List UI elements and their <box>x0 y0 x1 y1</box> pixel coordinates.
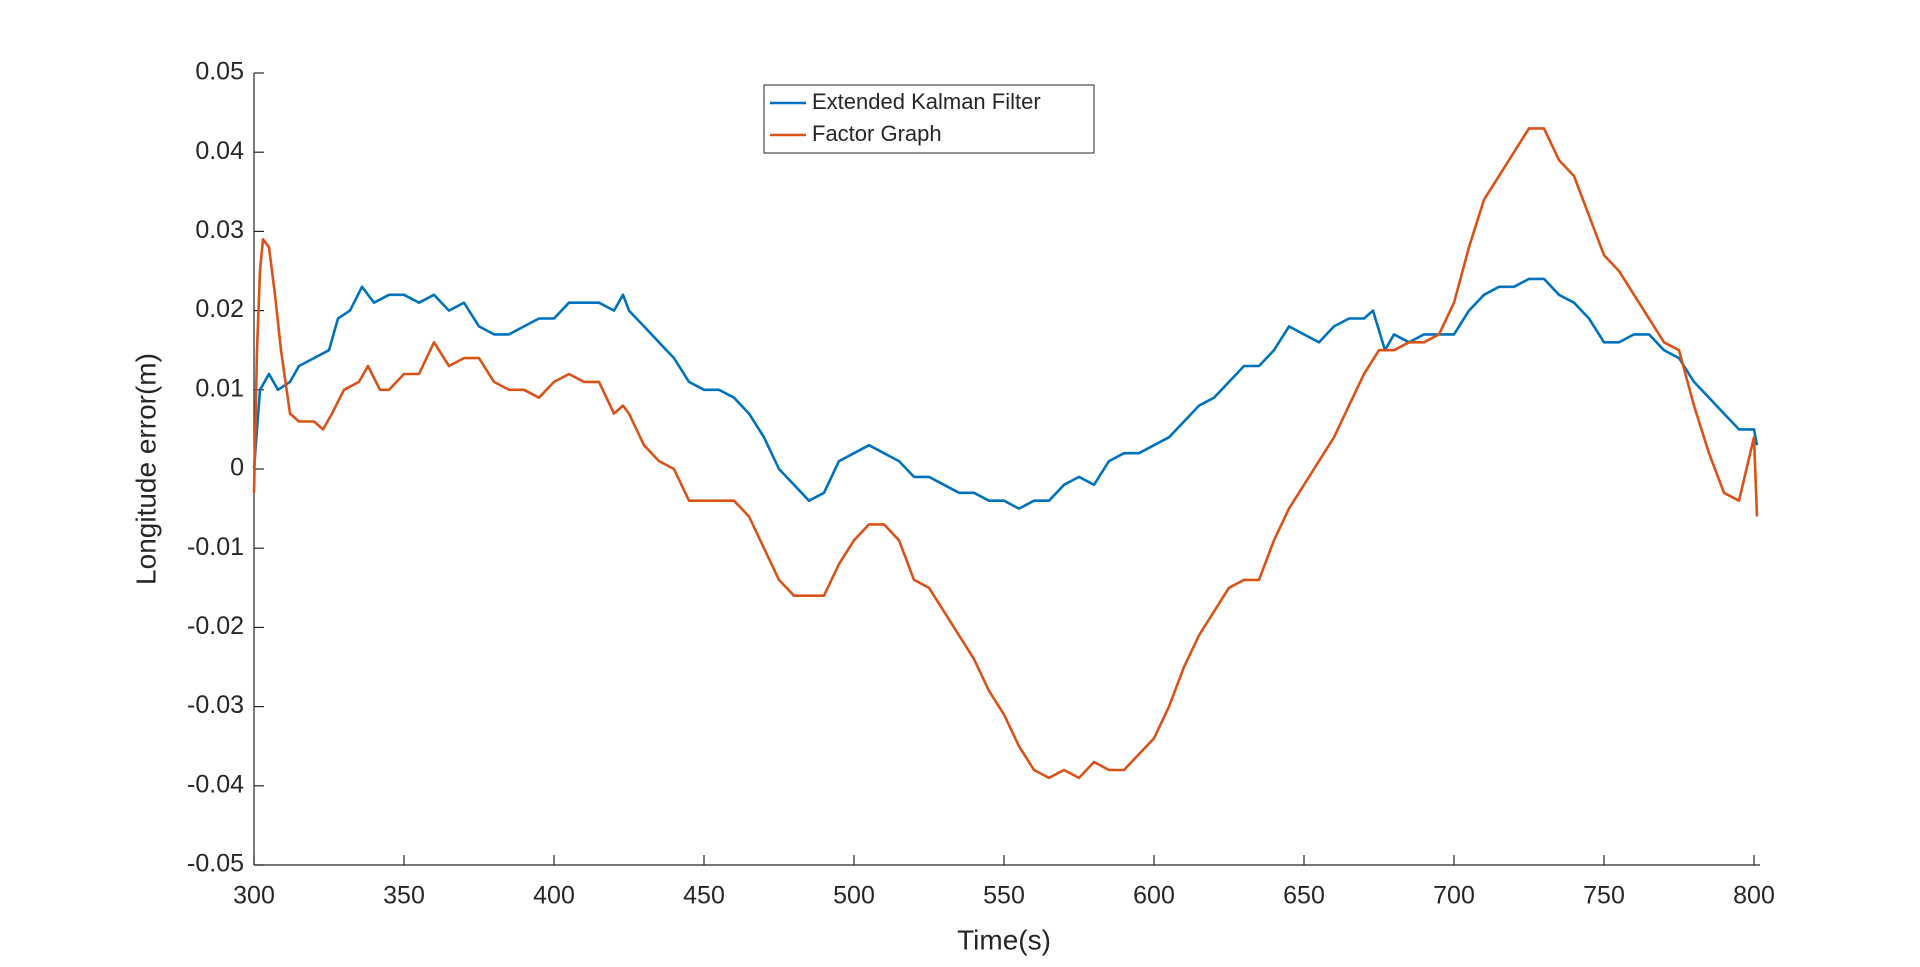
y-tick-label: 0.05 <box>195 58 244 86</box>
x-tick-label: 700 <box>1433 882 1475 910</box>
x-tick-label: 550 <box>983 882 1025 910</box>
y-tick-label: 0.01 <box>195 374 244 402</box>
x-tick-label: 800 <box>1733 882 1775 910</box>
legend-box <box>763 84 1095 154</box>
data-line <box>252 127 1759 780</box>
y-tick-label: -0.04 <box>187 770 244 798</box>
y-tick-label: -0.02 <box>187 612 244 640</box>
y-tick-label: -0.03 <box>187 691 244 719</box>
y-tick-label: -0.05 <box>187 850 244 878</box>
y-tick-label: 0.02 <box>195 295 244 323</box>
data-line <box>252 277 1759 510</box>
legend-label: Factor Graph <box>812 121 942 146</box>
x-tick-label: 500 <box>833 882 875 910</box>
y-axis-label: Longitude error(m) <box>130 353 161 585</box>
y-tick-label: -0.01 <box>187 533 244 561</box>
x-tick-label: 350 <box>383 882 425 910</box>
y-tick-label: 0 <box>230 454 244 482</box>
x-tick-label: 600 <box>1133 882 1175 910</box>
x-tick-label: 400 <box>533 882 575 910</box>
x-tick-label: 650 <box>1283 882 1325 910</box>
legend-label: Extended Kalman Filter <box>812 89 1041 114</box>
x-axis-label: Time(s) <box>957 924 1051 955</box>
x-tick-label: 300 <box>233 882 275 910</box>
y-tick-label: 0.04 <box>195 137 244 165</box>
x-tick-label: 450 <box>683 882 725 910</box>
y-tick-label: 0.03 <box>195 216 244 244</box>
x-tick-label: 750 <box>1583 882 1625 910</box>
